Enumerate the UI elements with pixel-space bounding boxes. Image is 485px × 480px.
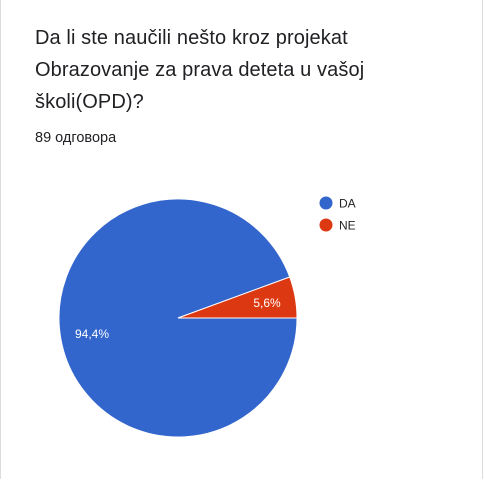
pie-slice-ne[interactable] <box>177 276 298 319</box>
response-count: 89 одговора <box>35 130 117 146</box>
legend-label-da: DA <box>339 197 356 211</box>
question-title: Da li ste naučili nešto kroz projekat Ob… <box>35 22 455 118</box>
slice-label-da: 94,4% <box>75 327 109 341</box>
question-line-3: školi(OPD)? <box>35 91 144 113</box>
legend-swatch-da[interactable] <box>319 196 333 210</box>
legend-label-ne: NE <box>339 219 356 233</box>
question-line-2: Obrazovanje za prava deteta u vašoj <box>35 59 365 81</box>
slice-label-ne: 5,6% <box>253 296 281 310</box>
legend-swatch-ne[interactable] <box>319 218 333 232</box>
question-line-1: Da li ste naučili nešto kroz projekat <box>35 27 348 49</box>
